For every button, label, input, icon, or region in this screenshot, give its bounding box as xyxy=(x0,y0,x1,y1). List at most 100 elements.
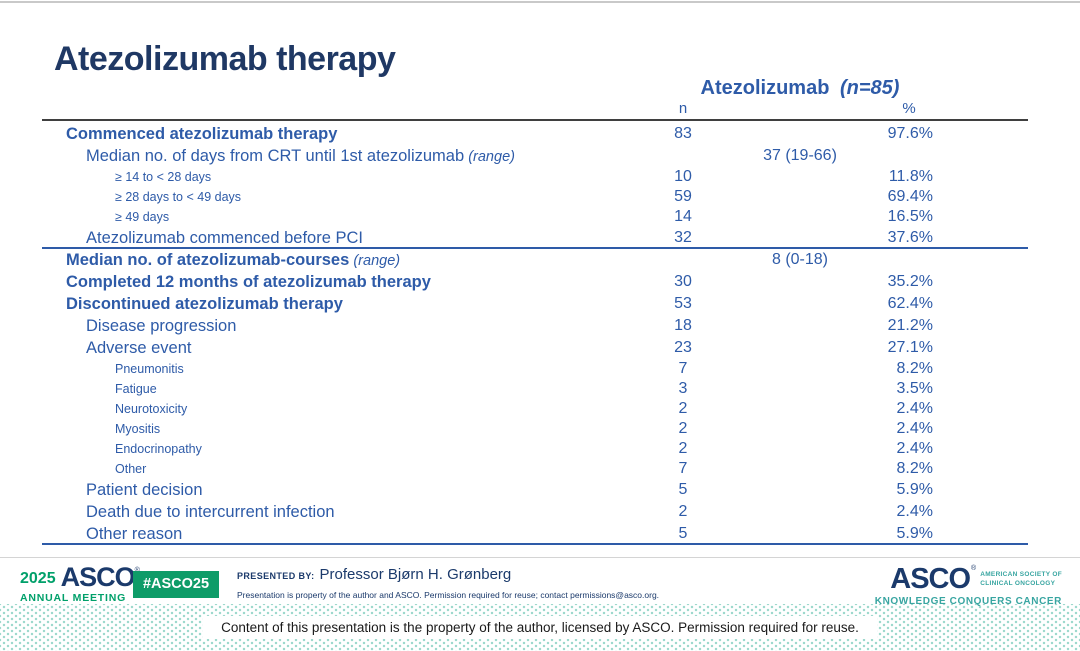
registered-mark-icon: ® xyxy=(135,567,140,574)
top-edge-line xyxy=(0,1,1080,3)
bottom-bar-text: Content of this presentation is the prop… xyxy=(203,616,877,639)
bottom-bar: Content of this presentation is the prop… xyxy=(0,604,1080,651)
row-pct-value: 2.4% xyxy=(896,420,933,437)
table-row: Pneumonitis 7 8.2% xyxy=(42,359,1028,379)
row-n-value: 2 xyxy=(678,400,688,417)
row-n-value: 2 xyxy=(678,420,688,437)
group-header-n: (n=85) xyxy=(840,77,900,99)
row-n-value: 30 xyxy=(674,273,692,290)
table-row: Median no. of atezolizumab-courses (rang… xyxy=(42,249,1028,271)
row-n-value: 10 xyxy=(674,168,692,185)
table-group-header: Atezolizumab (n=85) xyxy=(620,77,980,100)
table-row: Other 7 8.2% xyxy=(42,459,1028,479)
row-label: Disease progression xyxy=(86,317,237,335)
hashtag-badge: #ASCO25 xyxy=(133,571,219,598)
row-n-value: 7 xyxy=(678,460,688,477)
row-pct-value: 16.5% xyxy=(887,208,933,225)
asco-society-logo: ASCO ® AMERICAN SOCIETY OF CLINICAL ONCO… xyxy=(875,565,1062,607)
row-pct-value: 27.1% xyxy=(887,339,933,356)
table-row: ≥ 28 days to < 49 days 59 69.4% xyxy=(42,187,1028,207)
table-row: Adverse event 23 27.1% xyxy=(42,337,1028,359)
page-title: Atezolizumab therapy xyxy=(54,40,396,78)
row-n-value: 7 xyxy=(678,360,688,377)
presenter-name: Professor Bjørn H. Grønberg xyxy=(319,566,512,583)
logo-asco-wordmark-right: ASCO xyxy=(890,563,971,595)
table-row: Commenced atezolizumab therapy 83 97.6% xyxy=(42,123,1028,145)
row-n-value: 83 xyxy=(674,125,692,142)
row-pct-value: 97.6% xyxy=(887,125,933,142)
table-row: Myositis 2 2.4% xyxy=(42,419,1028,439)
column-header-n: n xyxy=(678,100,688,117)
row-label: Commenced atezolizumab therapy xyxy=(66,125,338,143)
row-label: Adverse event xyxy=(86,339,192,357)
row-n-value: 3 xyxy=(678,380,688,397)
row-label: Discontinued atezolizumab therapy xyxy=(66,295,343,313)
row-pct-value: 8.2% xyxy=(896,460,933,477)
table-row: Median no. of days from CRT until 1st at… xyxy=(42,145,1028,167)
row-pct-value: 35.2% xyxy=(887,273,933,290)
table-row: Death due to intercurrent infection 2 2.4% xyxy=(42,501,1028,523)
logo-asco-wordmark: ASCO xyxy=(60,562,136,592)
row-label: Other reason xyxy=(86,525,183,543)
row-pct-value: 5.9% xyxy=(896,481,933,498)
row-n-value: 23 xyxy=(674,339,692,356)
table-row: Endocrinopathy 2 2.4% xyxy=(42,439,1028,459)
logo-year: 2025 xyxy=(20,570,56,587)
row-n-value: 2 xyxy=(678,503,688,520)
table-row: Neurotoxicity 2 2.4% xyxy=(42,399,1028,419)
row-pct-value: 37.6% xyxy=(887,229,933,246)
footer-disclaimer: Presentation is property of the author a… xyxy=(237,590,660,600)
row-n-value: 5 xyxy=(678,525,688,542)
row-label: ≥ 28 days to < 49 days xyxy=(115,190,242,204)
table-row: ≥ 14 to < 28 days 10 11.8% xyxy=(42,167,1028,187)
row-pct-value: 8.2% xyxy=(896,360,933,377)
footer-separator xyxy=(0,557,1080,558)
row-label: Endocrinopathy xyxy=(115,442,202,456)
row-pct-value: 69.4% xyxy=(887,188,933,205)
table-row: Atezolizumab commenced before PCI 32 37.6% xyxy=(42,227,1028,249)
row-pct-value: 21.2% xyxy=(887,317,933,334)
row-n-value: 18 xyxy=(674,317,692,334)
row-pct-value: 2.4% xyxy=(896,400,933,417)
group-header-text: Atezolizumab xyxy=(700,77,830,99)
row-label: Atezolizumab commenced before PCI xyxy=(86,229,363,247)
table-row: Disease progression 18 21.2% xyxy=(42,315,1028,337)
row-merged-value: 37 (19-66) xyxy=(763,147,837,164)
row-pct-value: 11.8% xyxy=(888,168,933,185)
table-row: Completed 12 months of atezolizumab ther… xyxy=(42,271,1028,293)
row-n-value: 32 xyxy=(674,229,692,246)
row-pct-value: 3.5% xyxy=(896,380,933,397)
row-pct-value: 5.9% xyxy=(896,525,933,542)
table-row: Discontinued atezolizumab therapy 53 62.4% xyxy=(42,293,1028,315)
society-line1: AMERICAN SOCIETY OF xyxy=(980,571,1062,579)
row-merged-value: 8 (0-18) xyxy=(771,251,829,268)
row-label: ≥ 49 days xyxy=(115,210,170,224)
table-row: Other reason 5 5.9% xyxy=(42,523,1028,545)
row-label: Death due to intercurrent infection xyxy=(86,503,335,521)
row-label: Other xyxy=(115,462,147,476)
row-pct-value: 62.4% xyxy=(887,295,933,312)
row-n-value: 59 xyxy=(674,188,692,205)
row-label: Pneumonitis xyxy=(115,362,184,376)
table-row: ≥ 49 days 14 16.5% xyxy=(42,207,1028,227)
row-label: Completed 12 months of atezolizumab ther… xyxy=(66,273,431,291)
logo-subtitle: ANNUAL MEETING xyxy=(20,592,127,604)
column-header-pct: % xyxy=(902,100,916,117)
row-n-value: 5 xyxy=(678,481,688,498)
row-pct-value: 2.4% xyxy=(896,440,933,457)
registered-mark-icon: ® xyxy=(971,565,977,572)
row-n-value: 53 xyxy=(674,295,692,312)
logo-tagline: KNOWLEDGE CONQUERS CANCER xyxy=(874,596,1062,607)
logo-right-top: ASCO ® AMERICAN SOCIETY OF CLINICAL ONCO… xyxy=(875,565,1062,594)
row-label: Fatigue xyxy=(115,382,157,396)
society-line2: CLINICAL ONCOLOGY xyxy=(980,579,1056,587)
table-row: Patient decision 5 5.9% xyxy=(42,479,1028,501)
row-n-value: 2 xyxy=(678,440,688,457)
row-label: Patient decision xyxy=(86,481,203,499)
table-rows: Commenced atezolizumab therapy 83 97.6% Med… xyxy=(42,123,1028,545)
row-pct-value: 2.4% xyxy=(896,503,933,520)
presented-by-label: PRESENTED BY: xyxy=(237,571,315,581)
